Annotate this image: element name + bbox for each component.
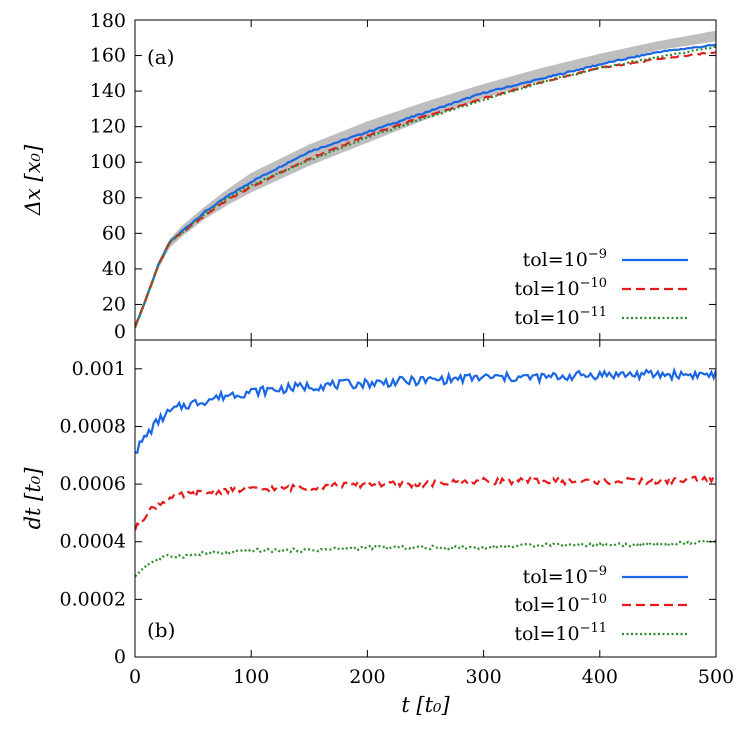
- y-tick-label: 0.001: [72, 358, 126, 380]
- y-axis-label: Δx [x₀]: [21, 144, 45, 216]
- panel-a: 0 20 40 60 80 100 120 140 160 180 (a) Δx [x₀] tol=10…: [21, 10, 717, 343]
- y-tick-label: 0.0002: [60, 588, 126, 610]
- x-tick-label: 500: [698, 666, 734, 688]
- y-tick-label: 0.0006: [60, 473, 126, 495]
- series-line-1: [135, 43, 716, 328]
- x-tick-label: 400: [582, 666, 618, 688]
- series-line-2: [135, 474, 716, 531]
- panel-tag: (b): [147, 618, 175, 642]
- y-tick-label: 180: [90, 10, 126, 32]
- plot-frame: [134, 19, 717, 341]
- legend-label: tol=10−11: [514, 621, 607, 645]
- y-tick-label: 0.0008: [60, 415, 126, 437]
- y-tick-label: 0: [114, 321, 126, 343]
- y-tick-label: 100: [90, 151, 126, 173]
- y-tick-label: 20: [102, 293, 126, 315]
- legend: tol=10−9 tol=10−10 tol=10−11: [514, 247, 688, 329]
- y-tick-label: 40: [102, 258, 126, 280]
- y-tick-label: 80: [102, 187, 126, 209]
- x-tick-label: 0: [129, 666, 141, 688]
- legend-label: tol=10−9: [523, 564, 607, 588]
- legend-label: tol=10−11: [514, 305, 607, 329]
- spread-band: [135, 30, 716, 330]
- series-line-3: [135, 45, 716, 329]
- y-tick-label: 60: [102, 222, 126, 244]
- y-tick-label: 140: [90, 80, 126, 102]
- x-tick-label: 300: [465, 666, 501, 688]
- legend-label: tol=10−9: [523, 247, 607, 271]
- panel-tag: (a): [147, 45, 175, 69]
- series-line-2: [135, 51, 716, 328]
- x-tick-label: 100: [233, 666, 269, 688]
- series-line-3: [135, 539, 716, 578]
- legend-label: tol=10−10: [514, 592, 607, 616]
- legend-label: tol=10−10: [514, 276, 607, 300]
- y-tick-label: 0.0004: [60, 531, 126, 553]
- legend: tol=10−9 tol=10−10 tol=10−11: [514, 564, 688, 645]
- panel-b: 0 0.0002 0.0004 0.0006 0.0008 0.001 0 100 200 300…: [21, 339, 734, 717]
- y-tick-label: 0: [114, 646, 126, 668]
- x-axis-label: t [t₀]: [401, 693, 450, 717]
- x-tick-label: 200: [349, 666, 385, 688]
- y-tick-label: 160: [90, 45, 126, 67]
- series-line-1: [135, 366, 716, 454]
- y-tick-label: 120: [90, 116, 126, 138]
- y-axis-label: dt [t₀]: [21, 467, 45, 530]
- plot-frame: [134, 339, 717, 658]
